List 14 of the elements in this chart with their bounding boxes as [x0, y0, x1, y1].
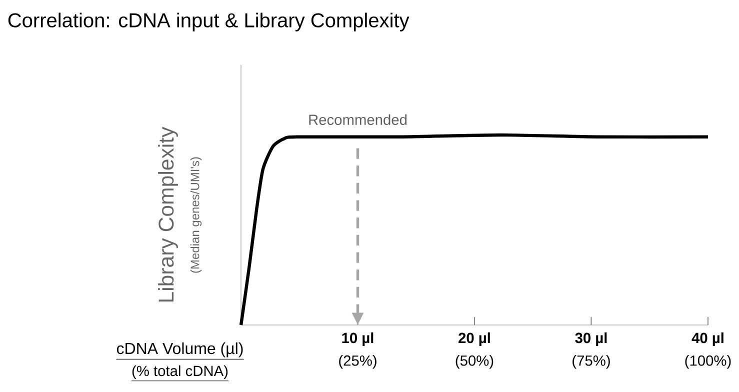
x-axis-title: cDNA Volume (µl) [116, 342, 243, 358]
ref-line-label: Recommended [309, 114, 407, 125]
x2-tick-label: (50%) [456, 355, 494, 369]
y-axis-title: Library Complexity [158, 126, 178, 302]
x-tick-label: 30 µl [575, 332, 607, 346]
x-tick-label: 10 µl [342, 332, 374, 346]
x2-tick-label: (25%) [339, 355, 376, 369]
x-tick-label: 20 µl [458, 332, 490, 346]
text: (Median genes/UMI's) [190, 157, 202, 273]
x2-tick-label: (100%) [685, 355, 731, 369]
chart-title: Correlation: cDNA input & Library Complexity [8, 12, 410, 32]
x2-tick-label: (75%) [572, 355, 610, 369]
x-tick-label: 40 µl [692, 332, 724, 346]
x2-axis-title: (% total cDNA) [132, 365, 228, 380]
